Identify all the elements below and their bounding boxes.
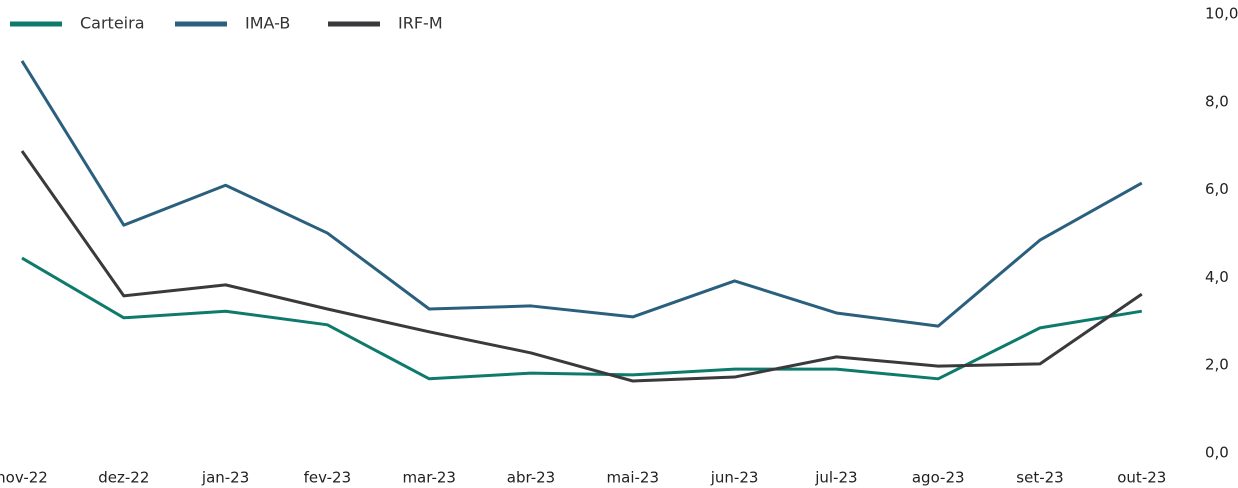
x-tick-label: out-23	[1117, 469, 1166, 487]
y-tick-label: 4,0	[1205, 268, 1229, 286]
x-tick-label: jan-23	[201, 469, 249, 487]
x-tick-label: nov-22	[0, 469, 48, 487]
legend-label: IMA-B	[245, 14, 290, 33]
x-tick-label: set-23	[1016, 469, 1063, 487]
legend-label: Carteira	[80, 14, 145, 33]
x-tick-label: jul-23	[814, 469, 857, 487]
y-tick-label: 10,0	[1205, 5, 1238, 23]
y-tick-label: 6,0	[1205, 180, 1229, 198]
x-tick-label: dez-22	[98, 469, 149, 487]
legend-label: IRF-M	[398, 14, 443, 33]
y-tick-label: 2,0	[1205, 356, 1229, 374]
series-line	[21, 256, 1143, 381]
x-tick-label: abr-23	[507, 469, 555, 487]
x-tick-label: mar-23	[402, 469, 456, 487]
x-tick-label: mai-23	[607, 469, 659, 487]
series-line	[20, 60, 1143, 328]
x-tick-label: ago-23	[912, 469, 965, 487]
x-tick-label: fev-23	[304, 469, 351, 487]
x-tick-label: jun-23	[710, 469, 759, 487]
legend: Carteira IMA-B IRF-M	[10, 14, 443, 33]
y-tick-label: 8,0	[1205, 92, 1229, 110]
series-line	[20, 150, 1143, 383]
y-tick-label: 0,0	[1205, 444, 1229, 462]
